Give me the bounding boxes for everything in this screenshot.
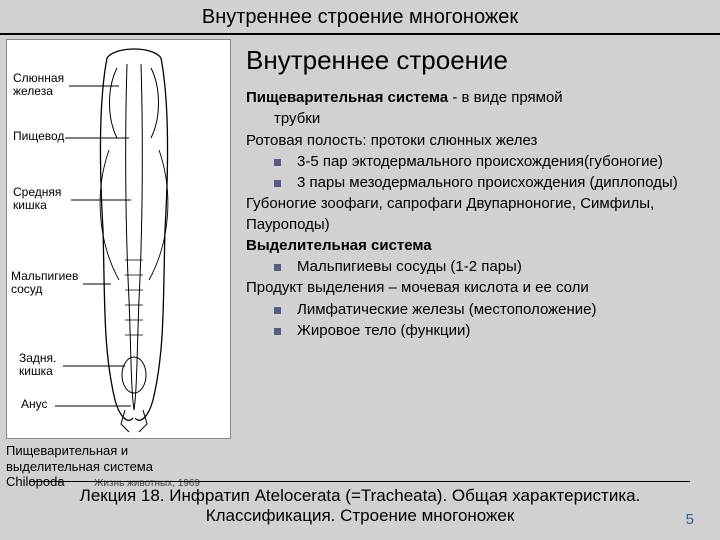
- footer-divider: [30, 481, 690, 482]
- square-bullet-icon: [274, 307, 281, 314]
- bullet-5: Жировое тело (функции): [246, 321, 712, 341]
- page-number: 5: [686, 511, 694, 528]
- label-anus: Анус: [21, 398, 48, 411]
- p-feeding: Губоногие зоофаги, сапрофаги Двупарноног…: [246, 194, 712, 235]
- p-oral: Ротовая полость: протоки слюнных желез: [246, 131, 712, 151]
- bullet-3: Мальпигиевы сосуды (1-2 пары): [246, 257, 712, 277]
- anatomy-diagram: Слюнная железа Пищевод Средняя кишка Мал…: [6, 39, 231, 439]
- main-area: Слюнная железа Пищевод Средняя кишка Мал…: [0, 35, 720, 490]
- label-salivary-gland: Слюнная железа: [13, 72, 64, 98]
- p1-bold: Пищеварительная система: [246, 89, 448, 106]
- square-bullet-icon: [274, 159, 281, 166]
- b4-text: Лимфатические железы (местоположение): [297, 300, 597, 320]
- p4-bold: Выделительная система: [246, 237, 432, 254]
- p-digestive: Пищеварительная система - в виде прямой: [246, 88, 712, 108]
- right-column: Внутреннее строение Пищеварительная сист…: [236, 39, 712, 490]
- section-title: Внутреннее строение: [246, 45, 712, 76]
- square-bullet-icon: [274, 264, 281, 271]
- p1-tail: - в виде прямой: [448, 89, 563, 106]
- label-esophagus: Пищевод: [13, 130, 64, 143]
- bullet-1: 3-5 пар эктодермального происхождения(гу…: [246, 152, 712, 172]
- b1-text: 3-5 пар эктодермального происхождения(гу…: [297, 152, 663, 172]
- p1c: трубки: [246, 109, 712, 129]
- label-midgut: Средняя кишка: [13, 186, 61, 212]
- label-hindgut: Задня. кишка: [19, 352, 56, 378]
- bullet-4: Лимфатические железы (местоположение): [246, 300, 712, 320]
- p-product: Продукт выделения – мочевая кислота и ее…: [246, 278, 712, 298]
- slide-header: Внутреннее строение многоножек: [0, 0, 720, 35]
- p-excretory: Выделительная система: [246, 236, 712, 256]
- slide-footer: Лекция 18. Инфратип Atelocerata (=Trache…: [0, 481, 720, 526]
- square-bullet-icon: [274, 180, 281, 187]
- caption-line1: Пищеварительная и: [6, 443, 236, 459]
- square-bullet-icon: [274, 328, 281, 335]
- left-column: Слюнная железа Пищевод Средняя кишка Мал…: [6, 39, 236, 490]
- footer-text: Лекция 18. Инфратип Atelocerata (=Trache…: [0, 486, 720, 526]
- label-malpighian: Мальпигиев сосуд: [11, 270, 78, 296]
- b5-text: Жировое тело (функции): [297, 321, 470, 341]
- bullet-2: 3 пары мезодермального происхождения (ди…: [246, 173, 712, 193]
- slide-title: Внутреннее строение многоножек: [0, 6, 720, 29]
- b3-text: Мальпигиевы сосуды (1-2 пары): [297, 257, 522, 277]
- content-block: Пищеварительная система - в виде прямой …: [246, 88, 712, 341]
- anatomy-svg: [7, 40, 232, 440]
- b2-text: 3 пары мезодермального происхождения (ди…: [297, 173, 678, 193]
- caption-line2: выделительная система: [6, 459, 236, 475]
